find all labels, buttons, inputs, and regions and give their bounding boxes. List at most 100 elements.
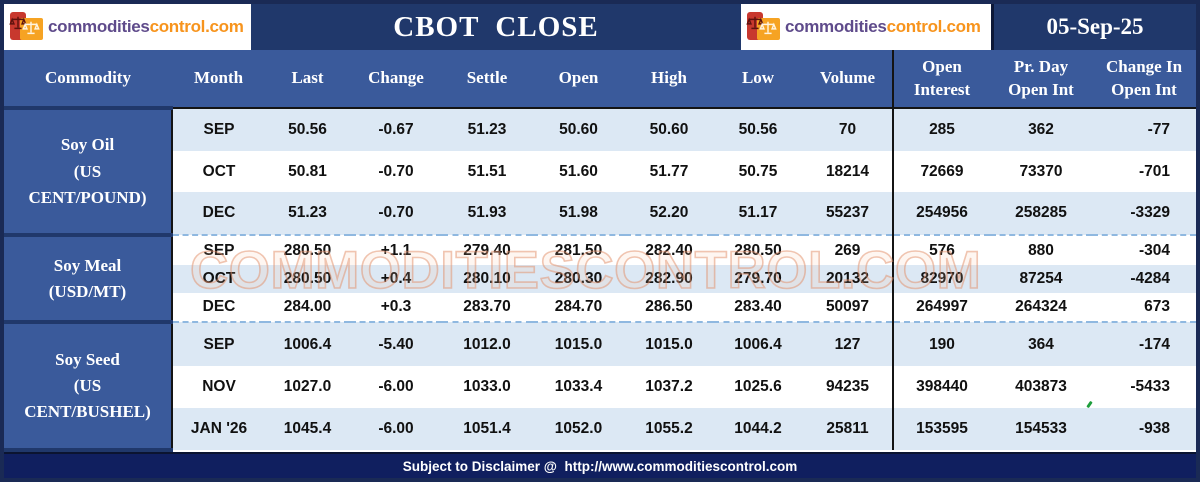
cell-open-interest: 82970	[893, 264, 990, 293]
cell-high: 1055.2	[625, 408, 713, 450]
balance-scale-icon	[9, 16, 27, 30]
col-header-volume: Volume	[803, 50, 894, 109]
col-header-line: Low	[741, 68, 775, 88]
cell-volume: 127	[803, 321, 894, 367]
cell-high: 1015.0	[625, 321, 713, 367]
cell-open: 280.30	[532, 264, 625, 293]
col-header-line: Change	[368, 68, 424, 88]
commoditiescontrol-logo-icon	[9, 9, 47, 45]
cell-low: 1006.4	[713, 321, 803, 367]
cell-volume: 20132	[803, 264, 894, 293]
cell-volume: 94235	[803, 366, 894, 409]
col-header-line: Interest	[913, 79, 971, 99]
cell-open-interest: 576	[893, 234, 990, 265]
commoditiescontrol-logo-icon	[746, 9, 784, 45]
logo-right: commoditiescontrol.com	[741, 4, 991, 50]
cell-last: 280.50	[265, 234, 350, 265]
cell-open: 51.60	[532, 151, 625, 193]
commodity-label-line: (US	[73, 376, 102, 396]
report-date: 05-Sep-25	[991, 4, 1196, 50]
cell-last: 51.23	[265, 192, 350, 236]
logo-text-control: control.com	[886, 17, 981, 36]
col-header-commodity: Commodity	[4, 50, 172, 109]
col-header-line: Volume	[819, 68, 876, 88]
cell-month: SEP	[172, 321, 265, 367]
cell-last: 50.56	[265, 108, 350, 152]
cell-volume: 25811	[803, 408, 894, 450]
col-header-line: Open Int	[1008, 79, 1074, 99]
cell-change: -0.70	[350, 151, 442, 193]
col-header-line: Open Int	[1111, 79, 1177, 99]
cell-settle: 1033.0	[442, 366, 532, 409]
commodity-label-line: Soy Meal	[53, 255, 122, 275]
cell-prday-open-int: 403873	[990, 366, 1092, 409]
commodity-label-line: CENT/POUND)	[28, 187, 147, 207]
col-header-line: Open	[922, 57, 962, 77]
cell-change-open-int: -5433	[1092, 366, 1196, 409]
cell-last: 1006.4	[265, 321, 350, 367]
cell-volume: 269	[803, 234, 894, 265]
cell-low: 1025.6	[713, 366, 803, 409]
balance-scale-icon	[746, 16, 764, 30]
cell-change-open-int: -701	[1092, 151, 1196, 193]
col-header-settle: Settle	[442, 50, 532, 109]
data-table-area: Commodity Month Last Change Settle Open High Lo…	[4, 50, 1196, 452]
cbot-close-table: Commodity Month Last Change Settle Open High Lo…	[4, 50, 1196, 452]
cell-settle: 279.40	[442, 234, 532, 265]
logo-wordmark: commoditiescontrol.com	[785, 17, 981, 37]
cell-settle: 280.10	[442, 264, 532, 293]
cell-open: 1052.0	[532, 408, 625, 450]
col-header-line: Pr. Day	[1013, 57, 1069, 77]
logo-text-commodities: commodities	[785, 17, 887, 36]
cell-change: +1.1	[350, 234, 442, 265]
cell-high: 282.90	[625, 264, 713, 293]
cell-high: 50.60	[625, 108, 713, 152]
col-header-month: Month	[172, 50, 265, 109]
balance-scale-icon	[22, 21, 40, 35]
cell-last: 1045.4	[265, 408, 350, 450]
cell-low: 280.50	[713, 234, 803, 265]
cell-month: JAN '26	[172, 408, 265, 450]
table-row: Soy Seed (US CENT/BUSHEL) SEP 1006.4 -5.40 101…	[4, 320, 1196, 452]
cell-change-open-int: -77	[1092, 108, 1196, 152]
cell-low: 279.70	[713, 264, 803, 293]
table-row: JAN '26 1045.4 -6.00 1051.4 1052.0 1055.2 1044…	[4, 408, 1196, 450]
cell-open-interest: 72669	[893, 151, 990, 193]
footer-disclaimer: Subject to Disclaimer @ http://www.commo…	[4, 452, 1196, 478]
commodity-label-line: (USD/MT)	[48, 281, 127, 301]
cell-month: NOV	[172, 366, 265, 409]
cell-change: -6.00	[350, 366, 442, 409]
cell-change-open-int: -304	[1092, 234, 1196, 265]
cell-change-open-int: -3329	[1092, 192, 1196, 236]
cell-last: 284.00	[265, 292, 350, 323]
logo-left: commoditiescontrol.com	[4, 4, 251, 50]
commodity-label: Soy Meal (USD/MT)	[4, 233, 173, 325]
commodity-label: Soy Seed (US CENT/BUSHEL)	[4, 320, 173, 452]
cell-settle: 51.93	[442, 192, 532, 236]
cell-change-open-int: -174	[1092, 321, 1196, 367]
balance-scale-icon	[759, 21, 777, 35]
logo-text-commodities: commodities	[48, 17, 150, 36]
cell-open: 51.98	[532, 192, 625, 236]
table-row: DEC 284.00 +0.3 283.70 284.70 286.50 283.40 500…	[4, 292, 1196, 323]
cell-prday-open-int: 258285	[990, 192, 1092, 236]
cell-open-interest: 153595	[893, 408, 990, 450]
cell-change-open-int: 673	[1092, 292, 1196, 323]
col-header-line: Settle	[466, 68, 508, 88]
cell-low: 283.40	[713, 292, 803, 323]
col-header-line: Commodity	[45, 67, 131, 87]
col-header-line: High	[651, 68, 687, 88]
cell-settle: 283.70	[442, 292, 532, 323]
cell-open: 50.60	[532, 108, 625, 152]
table-header-row: Commodity Month Last Change Settle Open High Lo…	[4, 50, 1196, 109]
commodity-label-line: Soy Seed	[55, 349, 120, 369]
col-header-line: Open	[558, 68, 599, 88]
cell-prday-open-int: 154533	[990, 408, 1092, 450]
cell-month: SEP	[172, 234, 265, 265]
cell-change: -0.70	[350, 192, 442, 236]
cell-prday-open-int: 264324	[990, 292, 1092, 323]
table-row: Soy Oil (US CENT/POUND) SEP 50.56 -0.67 51.23 5…	[4, 105, 1196, 238]
col-header-line: Month	[193, 68, 244, 88]
cell-volume: 18214	[803, 151, 894, 193]
cell-low: 50.56	[713, 108, 803, 152]
